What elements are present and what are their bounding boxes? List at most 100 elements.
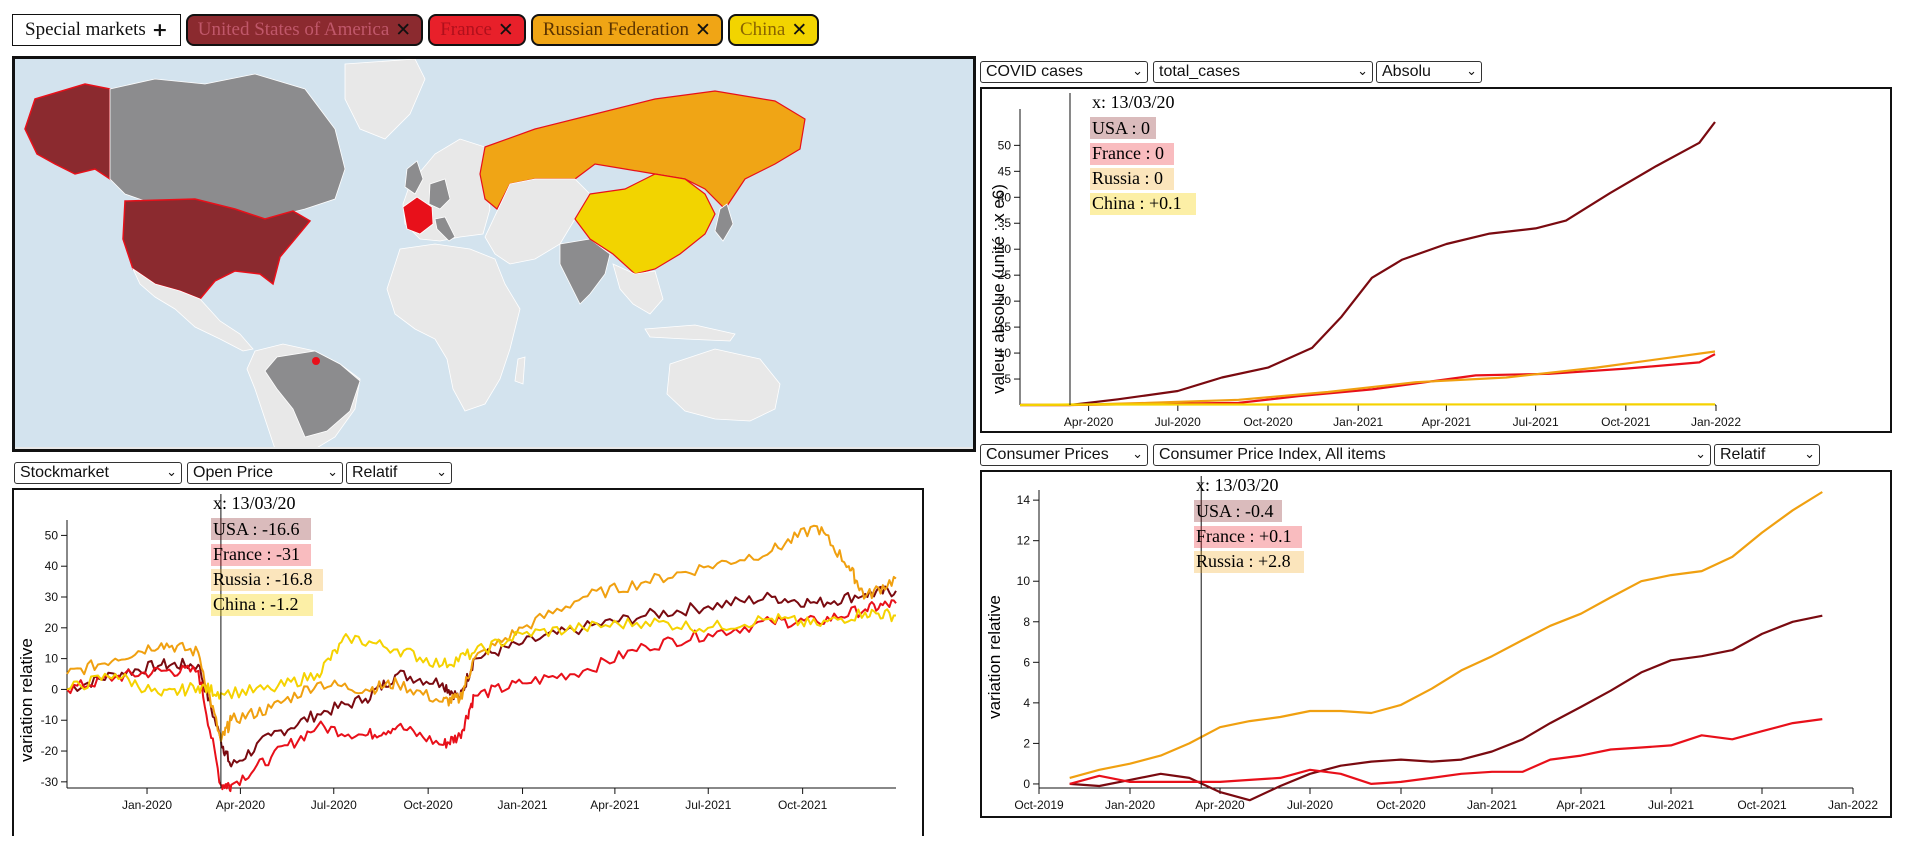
series-line-china[interactable] xyxy=(66,608,896,700)
y-tick-label: -20 xyxy=(41,744,59,758)
series-line-france[interactable] xyxy=(66,599,897,793)
chevron-down-icon: ⌄ xyxy=(1804,447,1815,462)
stock-tooltip: x: 13/03/20 USA : -16.6 France : -31 Rus… xyxy=(211,493,323,616)
y-tick-label: 8 xyxy=(1023,615,1030,629)
x-tick: Apr-2020 xyxy=(216,788,265,812)
y-tick: 0 xyxy=(1023,777,1039,791)
map-country-french-guiana[interactable] xyxy=(312,357,320,365)
cpi-scale-select[interactable]: Relatif ⌄ xyxy=(1714,444,1820,466)
tooltip-france-bg xyxy=(1194,526,1302,548)
map-country-mexico[interactable] xyxy=(132,267,254,352)
remove-icon[interactable]: ✕ xyxy=(395,19,412,41)
series-line-russia[interactable] xyxy=(66,524,897,743)
tooltip-russia: Russia : +2.8 xyxy=(1196,551,1291,571)
remove-icon[interactable]: ✕ xyxy=(695,19,711,41)
x-tick: Oct-2020 xyxy=(1243,405,1293,429)
map-country-antarctica[interactable] xyxy=(15,447,973,449)
stock-metric-select[interactable]: Open Price ⌄ xyxy=(187,462,343,484)
y-tick: 40 xyxy=(998,190,1020,204)
series-line-france[interactable] xyxy=(1069,718,1823,785)
x-tick: Oct-2021 xyxy=(778,788,828,812)
x-tick-label: Jul-2020 xyxy=(311,798,357,812)
country-tag-france[interactable]: France ✕ xyxy=(428,14,526,46)
map-country-southeast-asia[interactable] xyxy=(612,263,664,315)
series-line-russia[interactable] xyxy=(1020,350,1716,407)
covid-scale-select[interactable]: Absolu ⌄ xyxy=(1376,61,1482,83)
y-tick-label: 15 xyxy=(998,320,1012,334)
country-tag-usa[interactable]: United States of America ✕ xyxy=(185,14,424,46)
map-country-uk[interactable] xyxy=(404,160,424,195)
plus-icon: + xyxy=(151,19,168,41)
map-country-greenland[interactable] xyxy=(344,59,426,140)
tooltip-france-bg xyxy=(211,544,311,566)
world-map-svg[interactable] xyxy=(15,59,973,449)
y-tick: 40 xyxy=(45,559,67,573)
series-line-usa[interactable] xyxy=(1069,614,1823,802)
series-line-russia[interactable] xyxy=(1069,491,1823,779)
map-country-madagascar[interactable] xyxy=(514,356,526,385)
tooltip-russia-bg xyxy=(211,569,323,591)
cpi-chart[interactable]: variation relative Oct-2019 Jan-2020 Apr-2… xyxy=(982,472,1890,816)
map-country-france[interactable] xyxy=(402,196,434,235)
y-tick: 0 xyxy=(51,682,67,696)
remove-icon[interactable]: ✕ xyxy=(791,19,808,41)
y-tick: 45 xyxy=(998,164,1020,178)
y-tick: 14 xyxy=(1017,493,1039,507)
map-country-australia[interactable] xyxy=(666,348,781,422)
series-line-china[interactable] xyxy=(1019,403,1716,407)
country-tag-china[interactable]: China ✕ xyxy=(727,14,820,46)
stock-dataset-select[interactable]: Stockmarket ⌄ xyxy=(14,462,182,484)
map-country-brazil[interactable] xyxy=(264,350,361,438)
x-tick: Oct-2021 xyxy=(1601,405,1651,429)
covid-metric-select[interactable]: total_cases ⌄ xyxy=(1153,61,1373,83)
map-country-japan[interactable] xyxy=(714,203,734,242)
y-tick-label: 5 xyxy=(1004,372,1011,386)
x-tick: Jan-2020 xyxy=(122,788,172,812)
x-tick-label: Jan-2021 xyxy=(1333,415,1383,429)
tooltip-russia-bg xyxy=(1090,168,1174,190)
x-tick-label: Oct-2020 xyxy=(1376,798,1426,812)
tooltip-china: China : +0.1 xyxy=(1092,193,1182,213)
map-country-africa[interactable] xyxy=(386,243,521,412)
map-country-germany[interactable] xyxy=(428,178,451,210)
x-tick-label: Apr-2021 xyxy=(590,798,640,812)
cpi-dataset-select[interactable]: Consumer Prices ⌄ xyxy=(980,444,1148,466)
y-tick: 2 xyxy=(1023,736,1039,750)
remove-icon[interactable]: ✕ xyxy=(497,19,514,41)
x-tick-label: Oct-2021 xyxy=(778,798,828,812)
map-country-italy[interactable] xyxy=(434,216,456,242)
stock-chart[interactable]: variation relative Jan-2020 Apr-2020 Jul-2… xyxy=(14,490,922,838)
country-tag-russia[interactable]: Russian Federation ✕ xyxy=(530,14,723,46)
y-tick-label: -10 xyxy=(41,713,59,727)
covid-dataset-select[interactable]: COVID cases ⌄ xyxy=(980,61,1148,83)
y-tick-label: 0 xyxy=(1023,777,1030,791)
y-tick-label: 4 xyxy=(1023,696,1030,710)
y-tick: 10 xyxy=(45,652,67,666)
covid-chart[interactable]: valeur absolue (unité : x e6) Apr-2020 Ju… xyxy=(982,89,1890,431)
y-tick: 35 xyxy=(998,216,1020,230)
series-line-usa[interactable] xyxy=(1020,121,1716,407)
map-country-alaska[interactable] xyxy=(24,83,111,181)
map-country-canada[interactable] xyxy=(109,73,346,220)
cpi-metric-select[interactable]: Consumer Price Index, All items ⌄ xyxy=(1153,444,1711,466)
y-tick: -10 xyxy=(41,713,67,727)
world-map[interactable] xyxy=(12,56,976,452)
y-tick: 4 xyxy=(1023,696,1039,710)
axes: Oct-2019 Jan-2020 Apr-2020 Jul-2020 Oct-2020… xyxy=(1014,490,1878,812)
covid-tooltip: x: 13/03/20 USA : 0 France : 0 Russia : … xyxy=(1090,92,1196,215)
x-tick: Jul-2021 xyxy=(1513,405,1559,429)
special-markets-label: Special markets xyxy=(25,19,146,40)
stock-scale-select[interactable]: Relatif ⌄ xyxy=(346,462,452,484)
y-tick-label: 2 xyxy=(1023,736,1030,750)
special-markets-button[interactable]: Special markets + xyxy=(12,14,181,46)
series-line-usa[interactable] xyxy=(66,585,897,768)
map-country-china[interactable] xyxy=(574,173,716,275)
y-tick-label: 6 xyxy=(1023,655,1030,669)
x-tick-label: Jul-2021 xyxy=(1513,415,1559,429)
tooltip-x: x: 13/03/20 xyxy=(1092,92,1175,112)
map-country-indonesia[interactable] xyxy=(644,324,736,342)
y-tick: -20 xyxy=(41,744,67,758)
x-tick-label: Oct-2019 xyxy=(1014,798,1064,812)
tooltip-x: x: 13/03/20 xyxy=(1196,475,1279,495)
x-tick: Jan-2022 xyxy=(1691,405,1741,429)
